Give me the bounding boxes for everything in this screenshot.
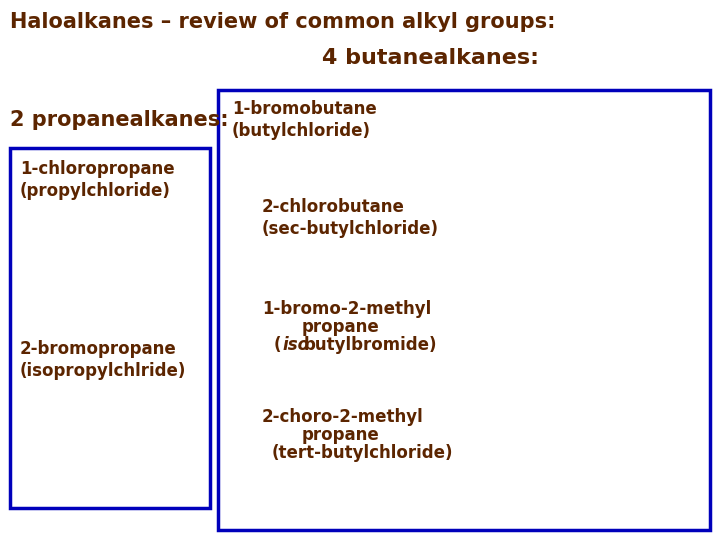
Text: 2 propanealkanes:: 2 propanealkanes: — [10, 110, 229, 130]
Text: propane: propane — [302, 318, 379, 336]
Text: 1-bromobutane
(butylchloride): 1-bromobutane (butylchloride) — [232, 100, 377, 140]
Text: Haloalkanes – review of common alkyl groups:: Haloalkanes – review of common alkyl gro… — [10, 12, 556, 32]
Text: (tert-butylchloride): (tert-butylchloride) — [272, 444, 454, 462]
Text: 2-bromopropane
(isopropylchlride): 2-bromopropane (isopropylchlride) — [20, 340, 186, 380]
Text: iso: iso — [282, 336, 309, 354]
Bar — [10, 148, 210, 508]
Text: 2-choro-2-methyl: 2-choro-2-methyl — [262, 408, 424, 426]
Text: 1-bromo-2-methyl: 1-bromo-2-methyl — [262, 300, 431, 318]
Text: 2-chlorobutane
(sec-butylchloride): 2-chlorobutane (sec-butylchloride) — [262, 198, 439, 238]
Text: 4 butanealkanes:: 4 butanealkanes: — [322, 48, 539, 68]
Text: (: ( — [274, 336, 282, 354]
Text: butylbromide): butylbromide) — [304, 336, 438, 354]
Bar — [218, 90, 710, 530]
Text: 1-chloropropane
(propylchloride): 1-chloropropane (propylchloride) — [20, 160, 175, 200]
Text: propane: propane — [302, 426, 379, 444]
